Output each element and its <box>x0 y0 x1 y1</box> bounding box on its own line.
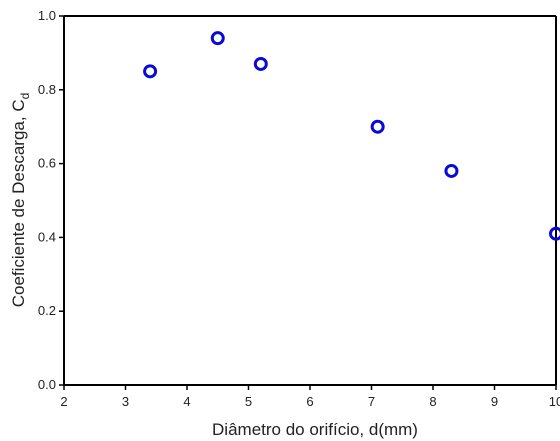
x-tick-label: 7 <box>368 394 375 409</box>
y-tick-label: 0.0 <box>38 377 56 392</box>
y-axis-ticks: 0.0 0.2 0.4 0.6 0.8 1.0 <box>38 8 64 392</box>
y-tick-label: 0.6 <box>38 156 56 171</box>
y-tick-label: 1.0 <box>38 8 56 23</box>
data-point <box>210 31 225 46</box>
data-point <box>549 226 560 241</box>
y-tick-label: 0.8 <box>38 82 56 97</box>
data-point <box>253 56 268 71</box>
x-tick-label: 10 <box>549 394 560 409</box>
y-axis-label-main: Coeficiente de Descarga, C <box>9 99 28 307</box>
x-tick-label: 2 <box>60 394 67 409</box>
x-axis-ticks: 2 3 4 5 6 7 8 9 10 <box>60 385 560 409</box>
y-tick-label: 0.2 <box>38 303 56 318</box>
x-tick-label: 4 <box>183 394 190 409</box>
data-point <box>370 119 385 134</box>
y-axis-label-subscript: d <box>18 93 32 100</box>
x-tick-label: 8 <box>429 394 436 409</box>
x-tick-label: 6 <box>306 394 313 409</box>
data-point <box>444 163 459 178</box>
x-tick-label: 9 <box>491 394 498 409</box>
x-axis-label: Diâmetro do orifício, d(mm) <box>212 420 418 439</box>
data-points <box>143 31 560 241</box>
y-tick-label: 0.4 <box>38 229 56 244</box>
x-tick-label: 5 <box>245 394 252 409</box>
data-point <box>143 64 158 79</box>
x-tick-label: 3 <box>122 394 129 409</box>
plot-frame <box>63 15 557 386</box>
y-axis-label: Coeficiente de Descarga, Cd <box>9 93 32 308</box>
